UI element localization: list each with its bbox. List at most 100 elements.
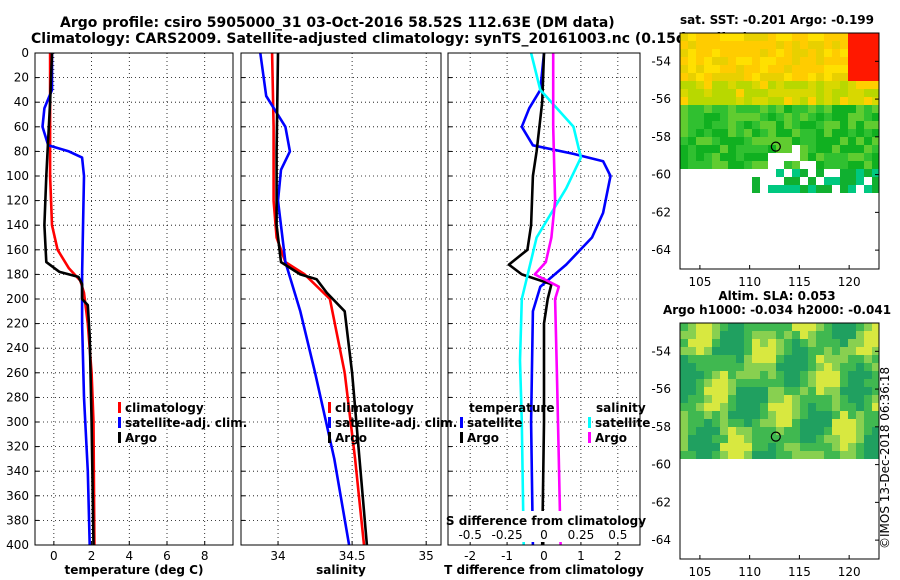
y-tick-label: -56 [651,92,671,106]
legend-label: Argo [335,431,367,445]
map-cell [688,41,696,49]
map-cell [856,81,864,89]
map-cell [816,121,824,129]
map-cell [864,323,872,331]
map-cell [840,169,848,177]
map-cell [800,355,808,363]
legend-swatch [460,417,463,428]
map-cell [816,113,824,121]
map-cell [824,49,832,57]
map-cell [736,371,744,379]
map-cell [728,395,736,403]
map-cell [768,185,776,193]
map-cell [816,169,824,177]
map-cell [840,379,848,387]
map-cell [688,57,696,65]
map-cell [752,113,760,121]
map-cell [864,33,872,41]
map-cell [840,41,848,49]
map-cell [848,435,856,443]
map-cell [792,57,800,65]
map-cell [864,395,872,403]
map-cell [744,73,752,81]
map-cell [872,169,879,177]
map-cell [864,73,872,81]
map-cell [760,57,768,65]
map-cell [760,387,768,395]
map-cell [720,105,728,113]
map-cell [704,81,712,89]
map-cell [856,177,864,185]
map-cell [744,145,752,153]
map-cell [872,105,879,113]
map-cell [776,185,784,193]
map-cell [776,419,784,427]
map-cell [768,137,776,145]
map-cell [704,331,712,339]
map-cell [832,121,840,129]
legend-label: satellite [595,416,650,430]
map-cell [824,443,832,451]
map-cell [752,137,760,145]
map-cell [712,161,720,169]
map-cell [728,331,736,339]
map-cell [728,49,736,57]
map-cell [720,81,728,89]
map-cell [760,73,768,81]
map-cell [680,387,688,395]
map-cell [864,347,872,355]
map-cell [712,57,720,65]
map-cell [840,451,848,459]
map-cell [768,395,776,403]
map-cell [752,121,760,129]
y-tick-label: 220 [6,317,29,331]
map-cell [688,137,696,145]
s-tick-label: -0.25 [492,528,523,542]
map-cell [800,89,808,97]
map-cell [800,435,808,443]
map-cell [776,339,784,347]
map-cell [800,395,808,403]
map-cell [680,379,688,387]
map-cell [720,371,728,379]
map-cell [752,73,760,81]
map-cell [784,443,792,451]
map-cell [688,371,696,379]
map-cell [832,177,840,185]
map-cell [792,347,800,355]
map-cell [744,363,752,371]
map-cell [816,411,824,419]
map-cell [832,145,840,153]
map-cell [680,73,688,81]
map-cell [872,355,879,363]
map-cell [720,323,728,331]
map-cell [696,411,704,419]
map-cell [792,451,800,459]
map-cell [856,33,864,41]
map-cell [736,65,744,73]
map-cell [752,185,760,193]
map-cell [776,169,784,177]
x-tick-label: 6 [163,549,171,563]
map-cell [752,65,760,73]
y-tick-label: -58 [651,420,671,434]
map-cell [696,379,704,387]
map-cell [848,145,856,153]
map-cell [712,153,720,161]
map-cell [808,33,816,41]
map-cell [760,49,768,57]
map-cell [872,137,879,145]
map-cell [720,33,728,41]
map-cell [792,105,800,113]
legend-swatch [588,432,591,443]
map-cell [824,185,832,193]
map-cell [776,379,784,387]
map-cell [848,395,856,403]
map-cell [824,105,832,113]
map-cell [776,355,784,363]
map-cell [824,81,832,89]
plot-frame [447,52,641,546]
series-line-1 [507,52,553,546]
map-cell [704,443,712,451]
map-cell [808,113,816,121]
